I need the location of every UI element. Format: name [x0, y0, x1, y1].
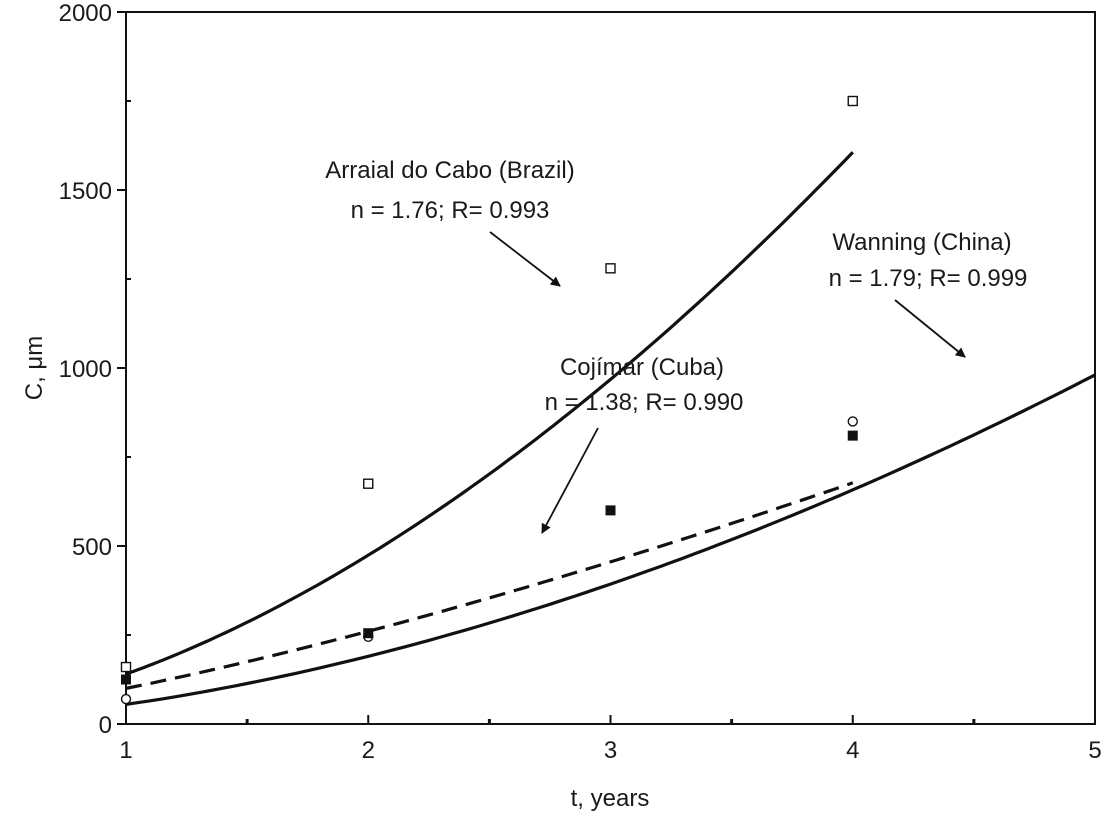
fit-line-cuba — [125, 481, 854, 690]
data-point-brazil — [847, 95, 858, 107]
annotation-china-stats: n = 1.79; R= 0.999 — [829, 265, 1028, 292]
data-point-cuba — [847, 430, 858, 441]
fit-line-brazil — [125, 151, 854, 676]
data-point-cuba — [121, 674, 131, 685]
annotation-cuba-stats: n = 1.38; R= 0.990 — [545, 389, 744, 416]
fit-lines — [125, 151, 1096, 706]
data-point-brazil — [605, 263, 616, 274]
annotation-arrow-brazil — [489, 231, 561, 287]
x-tick-label: 2 — [362, 737, 375, 764]
annotation-brazil-stats: n = 1.76; R= 0.993 — [351, 197, 550, 224]
annotation-arrow-china — [894, 299, 966, 358]
data-point-cuba — [605, 505, 616, 516]
axis-ticks: 1 2 3 4 5 0 500 1000 1500 2000 — [59, 0, 1102, 764]
y-tick-label: 1000 — [59, 356, 112, 383]
x-tick-label: 5 — [1088, 737, 1101, 764]
data-point-china — [847, 416, 858, 427]
annotations — [489, 231, 966, 534]
y-tick-label: 500 — [72, 534, 112, 561]
annotation-china-site: Wanning (China) — [832, 229, 1011, 256]
x-tick-label: 3 — [604, 737, 617, 764]
data-point-brazil — [363, 478, 374, 489]
y-tick-label: 1500 — [59, 178, 112, 205]
data-markers — [120, 95, 858, 705]
annotation-arrow-cuba — [541, 427, 599, 534]
annotation-cuba-site: Cojímar (Cuba) — [560, 354, 724, 381]
x-tick-label: 1 — [119, 737, 132, 764]
data-point-cuba — [363, 628, 374, 639]
fit-line-china — [125, 373, 1096, 706]
data-point-brazil — [120, 661, 132, 673]
data-point-china — [120, 693, 132, 705]
x-axis-title: t, years — [571, 785, 650, 812]
x-tick-label: 4 — [846, 737, 859, 764]
y-axis-title: C, μm — [21, 336, 48, 401]
y-tick-label: 0 — [99, 712, 112, 739]
y-tick-label: 2000 — [59, 0, 112, 27]
annotation-brazil-site: Arraial do Cabo (Brazil) — [325, 157, 574, 184]
